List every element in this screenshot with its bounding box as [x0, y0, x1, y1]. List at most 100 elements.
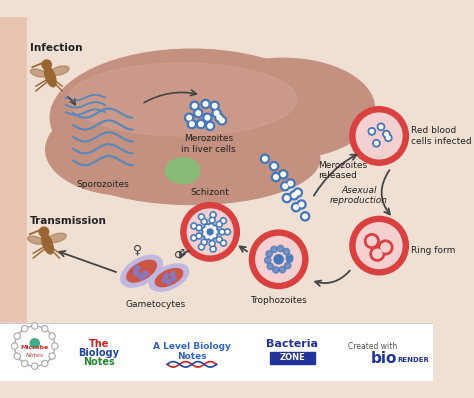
Circle shape [206, 226, 209, 228]
Circle shape [365, 234, 379, 248]
Circle shape [199, 122, 203, 127]
Bar [0, 17, 27, 323]
Circle shape [260, 154, 270, 163]
Circle shape [190, 101, 199, 110]
Circle shape [206, 235, 209, 238]
Circle shape [203, 102, 208, 106]
Ellipse shape [51, 66, 69, 75]
Circle shape [216, 236, 222, 243]
Circle shape [271, 246, 277, 253]
Circle shape [378, 240, 393, 255]
Circle shape [201, 239, 208, 246]
Circle shape [256, 236, 301, 282]
Ellipse shape [121, 255, 163, 287]
Circle shape [281, 181, 290, 191]
Circle shape [200, 215, 203, 218]
Circle shape [211, 225, 218, 232]
Circle shape [202, 227, 208, 233]
Circle shape [279, 266, 286, 273]
Circle shape [211, 242, 214, 245]
Ellipse shape [192, 59, 374, 159]
Ellipse shape [165, 158, 200, 183]
Circle shape [222, 242, 225, 244]
Text: Notes: Notes [26, 353, 44, 358]
Circle shape [162, 278, 167, 283]
Circle shape [196, 119, 206, 129]
Ellipse shape [48, 233, 66, 242]
Circle shape [299, 202, 304, 207]
Circle shape [226, 230, 229, 233]
Circle shape [198, 214, 205, 220]
Circle shape [203, 113, 212, 122]
Circle shape [208, 234, 214, 240]
Circle shape [284, 196, 289, 200]
Circle shape [31, 323, 38, 329]
Circle shape [292, 203, 301, 212]
Circle shape [49, 353, 55, 359]
Circle shape [210, 225, 212, 228]
Circle shape [212, 229, 219, 235]
Ellipse shape [45, 66, 56, 87]
Circle shape [211, 219, 214, 222]
Circle shape [263, 156, 267, 161]
Circle shape [283, 248, 290, 255]
Circle shape [220, 230, 223, 233]
Circle shape [42, 360, 48, 367]
Circle shape [296, 190, 300, 195]
Circle shape [192, 236, 195, 239]
Circle shape [210, 246, 216, 252]
Circle shape [191, 235, 197, 241]
Circle shape [273, 175, 278, 179]
Circle shape [267, 263, 273, 269]
Text: ♂: ♂ [174, 248, 186, 260]
Circle shape [273, 267, 279, 273]
Circle shape [139, 274, 145, 279]
Circle shape [212, 103, 217, 108]
Text: Infection: Infection [30, 43, 82, 53]
Circle shape [279, 170, 288, 179]
Circle shape [384, 132, 388, 136]
Circle shape [202, 230, 208, 237]
Circle shape [212, 109, 221, 118]
Circle shape [216, 221, 222, 227]
Circle shape [303, 214, 308, 219]
Text: The: The [89, 339, 109, 349]
Ellipse shape [127, 260, 156, 282]
Circle shape [30, 339, 39, 348]
Circle shape [294, 205, 298, 209]
Circle shape [204, 232, 206, 235]
Circle shape [220, 240, 227, 246]
Bar [270, 351, 315, 364]
Circle shape [272, 164, 276, 168]
Circle shape [207, 229, 213, 235]
Ellipse shape [46, 104, 210, 195]
Circle shape [42, 60, 52, 70]
Circle shape [301, 212, 310, 221]
Circle shape [42, 326, 48, 332]
Circle shape [384, 134, 392, 141]
Circle shape [170, 271, 175, 276]
Text: ZONE: ZONE [280, 353, 305, 363]
Circle shape [370, 246, 384, 261]
Circle shape [31, 363, 38, 369]
Text: Schizont: Schizont [191, 188, 229, 197]
Circle shape [194, 109, 203, 118]
Ellipse shape [155, 269, 182, 287]
Circle shape [15, 326, 55, 366]
Circle shape [196, 233, 202, 239]
Circle shape [210, 236, 212, 239]
Text: Merozoites
in liver cells: Merozoites in liver cells [181, 134, 236, 154]
Circle shape [368, 128, 375, 135]
Circle shape [211, 232, 218, 239]
Circle shape [204, 224, 210, 230]
Circle shape [214, 111, 219, 115]
Text: Notes: Notes [83, 357, 115, 367]
Circle shape [21, 360, 28, 367]
Circle shape [143, 271, 148, 277]
Bar [0, 323, 433, 381]
Circle shape [374, 141, 378, 145]
Circle shape [213, 234, 216, 237]
Circle shape [181, 203, 239, 261]
Circle shape [367, 236, 376, 246]
Circle shape [187, 115, 191, 120]
